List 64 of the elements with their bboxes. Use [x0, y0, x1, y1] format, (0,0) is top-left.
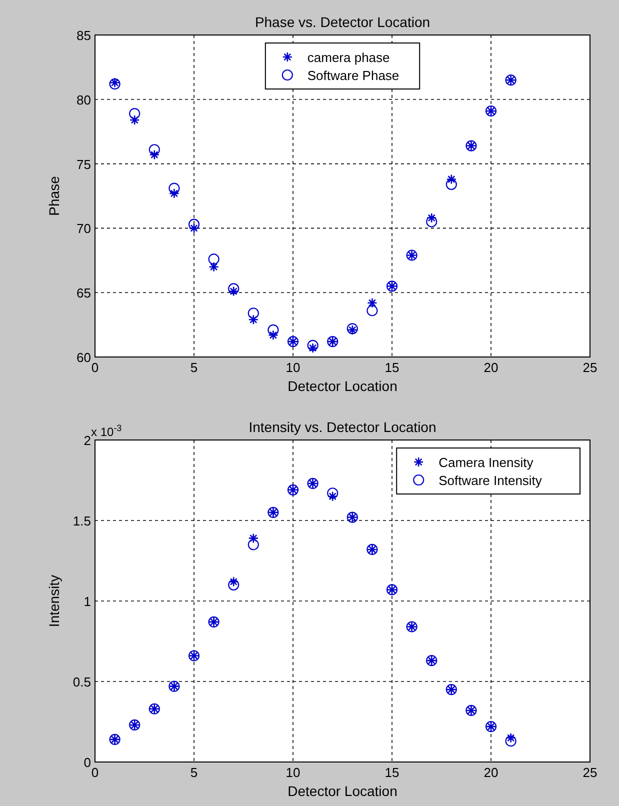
y-tick-label: 0.5: [72, 674, 91, 690]
point: [248, 314, 259, 325]
point: [505, 736, 516, 747]
point: [228, 283, 240, 294]
y-tick-label: 60: [76, 350, 91, 365]
point: [188, 218, 200, 230]
x-tick-label: 10: [286, 360, 300, 375]
point: [268, 330, 278, 340]
y-tick-label: 1: [84, 594, 91, 609]
y-tick-label: 70: [76, 221, 91, 236]
point: [248, 308, 259, 319]
y-tick-label: 2: [84, 433, 91, 448]
point: [129, 108, 140, 120]
text: x 10$^{-3}$: [91, 423, 122, 439]
point: [426, 216, 438, 228]
legend-label: Software Phase: [307, 68, 400, 83]
x-axis-title: Detector Location: [288, 378, 398, 394]
point: [169, 188, 180, 199]
x-tick-label: 25: [582, 765, 598, 780]
x-tick-label: 5: [190, 360, 198, 375]
point: [506, 732, 516, 743]
y-tick-label: 1.5: [72, 514, 91, 528]
y-tick-label: 85: [76, 28, 91, 43]
y-axis-title: Phase: [46, 176, 62, 216]
x-tick-label: 10: [286, 765, 300, 780]
y-axis-title: Intensity: [46, 574, 62, 628]
y-tick-label: 75: [76, 156, 91, 172]
point: [149, 150, 160, 160]
point: [268, 324, 279, 336]
point: [228, 286, 239, 296]
chart-title: Phase vs. Detector Location: [254, 14, 430, 30]
point: [327, 491, 338, 502]
point: [248, 533, 259, 544]
x-tick-label: 20: [484, 360, 498, 375]
point: [446, 178, 457, 190]
point: [208, 262, 219, 272]
point: [446, 174, 457, 184]
legend-label: camera phase: [307, 50, 390, 65]
x-axis-title: Detector Location: [288, 783, 398, 799]
point: [228, 579, 240, 590]
x-tick-label: 25: [582, 360, 598, 375]
x-tick-label: 15: [384, 765, 400, 780]
point: [426, 212, 437, 224]
point: [308, 342, 318, 354]
x-tick-label: 15: [384, 360, 400, 375]
point: [367, 298, 378, 308]
legend-label: Software Intensity: [438, 473, 542, 488]
point: [228, 576, 239, 587]
point: [168, 182, 180, 194]
chart-title: Intensity vs. Detector Location: [248, 419, 436, 435]
x-tick-label: 20: [484, 765, 498, 780]
legend-label: Camera Inensity: [438, 455, 534, 470]
y-tick-label: 65: [76, 286, 91, 301]
y-tick-label: 80: [76, 92, 91, 108]
point: [148, 144, 160, 156]
point: [307, 340, 318, 351]
point: [248, 539, 259, 550]
x-tick-label: 5: [190, 765, 198, 780]
point: [366, 305, 378, 316]
point: [208, 254, 220, 265]
point: [327, 488, 338, 499]
y-tick-label: 0: [84, 755, 91, 770]
point: [188, 223, 200, 234]
point: [129, 114, 140, 126]
